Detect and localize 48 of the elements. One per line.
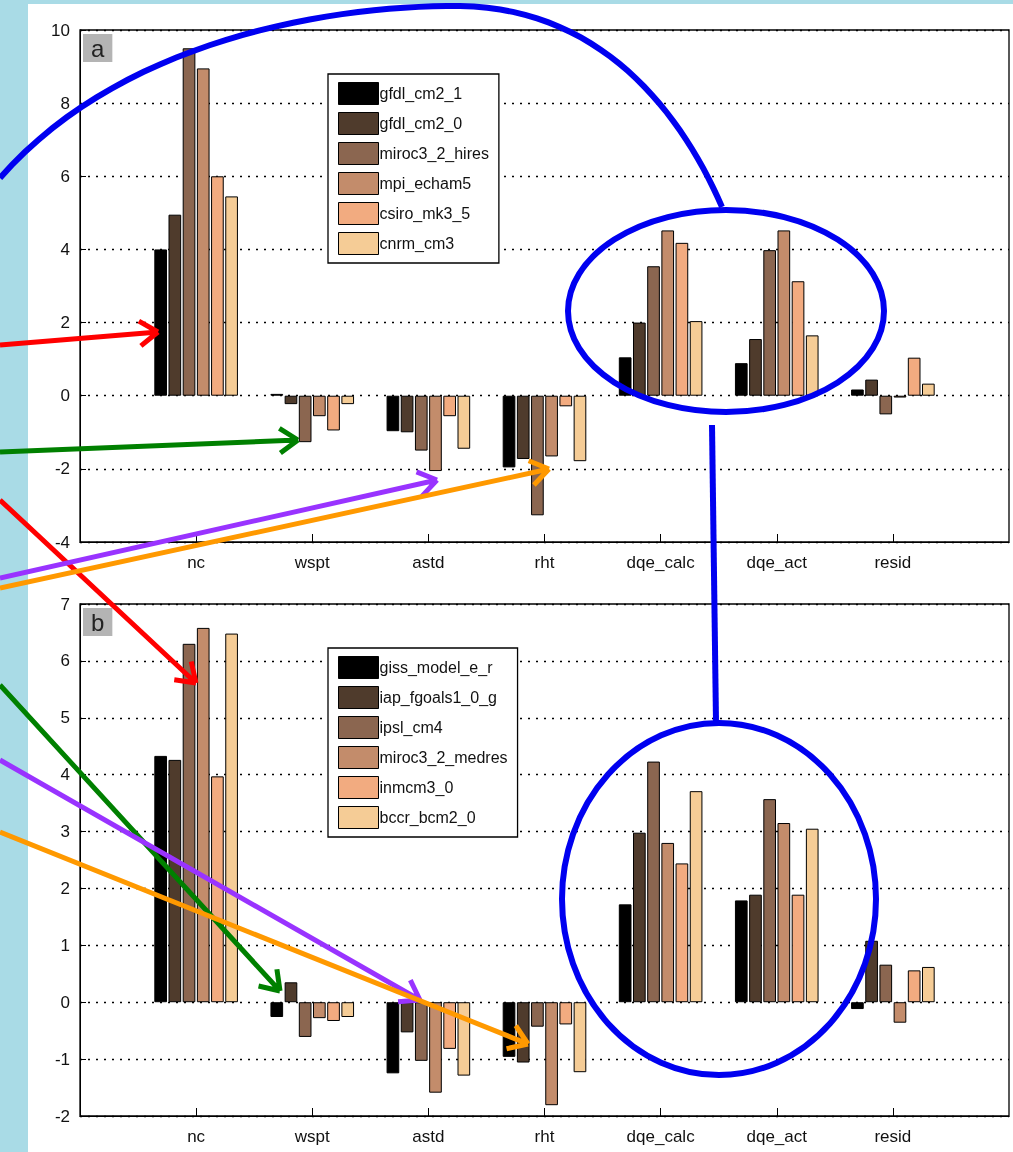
bar — [270, 1002, 284, 1018]
x-tick-label: dqe_calc — [626, 1127, 696, 1146]
legend-label: inmcm3_0 — [379, 779, 454, 797]
legend-label: ipsl_cm4 — [379, 719, 443, 737]
legend-label: miroc3_2_medres — [379, 749, 508, 767]
y-tick-label: 5 — [60, 708, 70, 728]
legend-label: csiro_mk3_5 — [379, 205, 471, 223]
y-tick-label: 7 — [60, 594, 70, 614]
x-tick-label: nc — [187, 553, 206, 572]
y-tick-label: 8 — [60, 93, 70, 113]
x-tick-label: dqe_act — [746, 553, 808, 572]
legend-label: bccr_bcm2_0 — [379, 809, 476, 827]
x-tick-label: resid — [874, 553, 912, 572]
x-tick-label: wspt — [293, 553, 330, 572]
legend-label: cnrm_cm3 — [379, 235, 455, 253]
x-tick-label: astd — [412, 553, 445, 572]
y-tick-label: -2 — [54, 459, 70, 479]
x-tick-label: dqe_act — [746, 1127, 808, 1146]
y-tick-label: 6 — [60, 166, 70, 186]
annotation: b — [91, 608, 105, 636]
legend-label: miroc3_2_hires — [379, 145, 489, 163]
y-tick-label: 6 — [60, 651, 70, 671]
y-tick-label: 4 — [60, 239, 70, 259]
legend-label: giss_model_e_r — [379, 659, 494, 677]
y-tick-label: -2 — [54, 1106, 70, 1126]
y-tick-label: 3 — [60, 822, 70, 842]
y-tick-label: 2 — [60, 313, 70, 333]
y-tick-label: -4 — [54, 532, 70, 552]
x-tick-label: astd — [412, 1127, 445, 1146]
x-tick-label: wspt — [293, 1127, 330, 1146]
legend-label: gfdl_cm2_1 — [379, 85, 463, 103]
legend-label: gfdl_cm2_0 — [379, 115, 463, 133]
y-tick-label: 0 — [60, 386, 70, 406]
legend-label: iap_fgoals1_0_g — [379, 689, 497, 707]
y-tick-label: 4 — [60, 765, 70, 785]
y-tick-label: 1 — [60, 935, 70, 955]
x-tick-label: resid — [874, 1127, 912, 1146]
x-tick-label: dqe_calc — [626, 553, 696, 572]
bar — [893, 1002, 907, 1023]
y-tick-label: 2 — [60, 878, 70, 898]
legend-label: mpi_echam5 — [379, 175, 472, 193]
y-tick-label: -1 — [54, 1049, 70, 1069]
x-tick-label: rht — [534, 1127, 555, 1146]
y-tick-label: 10 — [51, 20, 70, 40]
y-tick-label: 0 — [60, 992, 70, 1012]
x-tick-label: nc — [187, 1127, 206, 1146]
annotation: a — [91, 34, 105, 62]
x-tick-label: rht — [534, 553, 555, 572]
